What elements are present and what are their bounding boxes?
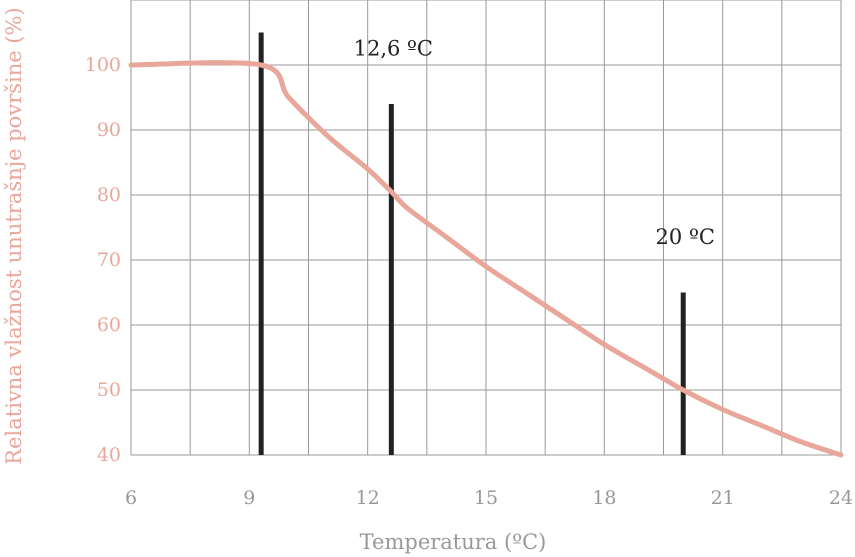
x-tick-labels: 6 9 12 15 18 21 24 — [125, 487, 853, 509]
y-tick-label: 50 — [97, 379, 121, 401]
y-tick-label: 80 — [97, 184, 121, 206]
x-axis-label: Temperatura (ºC) — [360, 530, 547, 554]
temperature-markers — [258, 32, 686, 455]
humidity-series-line — [128, 60, 844, 458]
y-tick-label: 70 — [97, 249, 121, 271]
y-tick-label: 100 — [85, 54, 121, 76]
y-axis-label: Relativna vlažnost unutrašnje površine (… — [2, 7, 26, 464]
marker-label: 12,6 ºC — [354, 36, 433, 60]
y-tick-labels: 40 50 60 70 80 90 100 — [85, 54, 121, 466]
grid — [130, 0, 842, 456]
marker-label: 20 ºC — [656, 225, 715, 249]
x-tick-label: 21 — [711, 487, 735, 509]
series-layer — [128, 60, 844, 458]
x-tick-label: 24 — [829, 487, 853, 509]
x-tick-label: 15 — [474, 487, 498, 509]
y-tick-label: 90 — [97, 119, 121, 141]
y-tick-label: 60 — [97, 314, 121, 336]
y-tick-label: 40 — [97, 444, 121, 466]
x-tick-label: 12 — [356, 487, 380, 509]
x-tick-label: 9 — [243, 487, 255, 509]
x-tick-label: 6 — [125, 487, 137, 509]
x-tick-label: 18 — [592, 487, 616, 509]
